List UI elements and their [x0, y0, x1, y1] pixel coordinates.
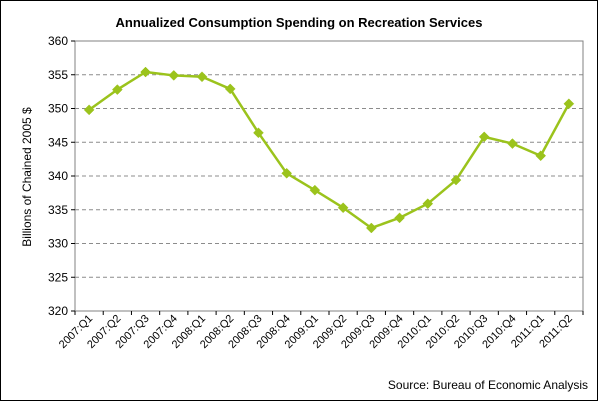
data-point [365, 222, 377, 234]
data-point [83, 104, 95, 116]
data-point [337, 202, 349, 214]
y-tick-label: 325 [48, 270, 68, 284]
series [83, 66, 575, 234]
y-tick-label: 350 [48, 102, 68, 116]
data-point [450, 174, 462, 186]
data-point [563, 98, 575, 110]
data-point [253, 127, 264, 139]
data-point [281, 167, 293, 179]
data-point [478, 131, 490, 143]
y-axis-label: Billions of Chained 2005 $ [20, 107, 34, 247]
y-tick-label: 330 [48, 237, 68, 251]
data-point [394, 212, 405, 224]
y-tick-label: 345 [48, 135, 68, 149]
y-tick-label: 335 [48, 203, 68, 217]
data-point [140, 66, 151, 78]
data-point [196, 71, 208, 83]
data-point [535, 150, 547, 162]
data-point [168, 70, 180, 81]
y-tick-label: 340 [48, 169, 68, 183]
data-point [422, 198, 434, 210]
data-point [224, 83, 236, 95]
chart-title: Annualized Consumption Spending on Recre… [116, 15, 483, 30]
data-point [111, 84, 123, 95]
y-tick-labels: 320 325 330 335 340 345 350 355 360 [48, 34, 75, 318]
gridlines [75, 40, 583, 278]
y-tick-label: 320 [48, 304, 68, 318]
data-point [309, 184, 321, 196]
y-tick-label: 355 [48, 68, 68, 82]
source-note: Source: Bureau of Economic Analysis [388, 378, 588, 392]
y-tick-label: 360 [48, 34, 68, 48]
data-point [507, 138, 518, 149]
